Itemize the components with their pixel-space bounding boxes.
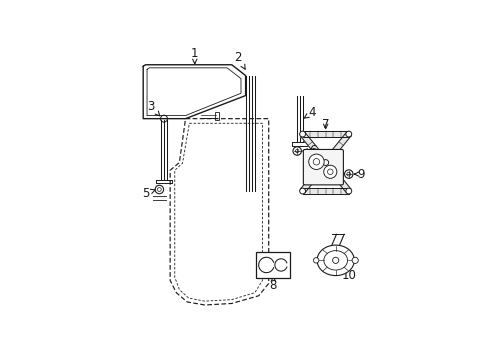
- Bar: [214, 112, 219, 120]
- Circle shape: [160, 115, 167, 122]
- Polygon shape: [300, 132, 350, 193]
- Circle shape: [157, 188, 161, 192]
- Circle shape: [292, 147, 301, 155]
- Text: 2: 2: [234, 50, 244, 69]
- Ellipse shape: [323, 251, 347, 270]
- Circle shape: [323, 165, 336, 178]
- Circle shape: [345, 131, 351, 137]
- Circle shape: [295, 149, 298, 153]
- Text: 5: 5: [142, 187, 155, 200]
- Text: 6: 6: [302, 144, 316, 157]
- Text: 7: 7: [321, 118, 329, 131]
- FancyBboxPatch shape: [303, 149, 343, 185]
- Circle shape: [345, 188, 351, 194]
- Circle shape: [308, 154, 324, 170]
- Circle shape: [327, 169, 332, 175]
- Ellipse shape: [316, 245, 354, 276]
- Bar: [256, 252, 290, 278]
- Circle shape: [155, 185, 163, 194]
- Circle shape: [322, 159, 328, 166]
- Circle shape: [344, 170, 352, 178]
- Polygon shape: [300, 132, 350, 193]
- Text: 8: 8: [269, 276, 276, 292]
- Circle shape: [346, 172, 350, 176]
- Circle shape: [351, 257, 358, 264]
- Circle shape: [313, 258, 318, 263]
- Polygon shape: [302, 131, 348, 137]
- Text: 1: 1: [191, 47, 198, 64]
- Text: 10: 10: [340, 266, 355, 282]
- Text: 3: 3: [147, 100, 160, 116]
- Circle shape: [332, 257, 338, 264]
- Polygon shape: [302, 188, 348, 194]
- Circle shape: [313, 158, 319, 165]
- Text: 9: 9: [354, 168, 364, 181]
- Circle shape: [299, 131, 305, 137]
- Text: 4: 4: [303, 106, 316, 119]
- Circle shape: [299, 188, 305, 194]
